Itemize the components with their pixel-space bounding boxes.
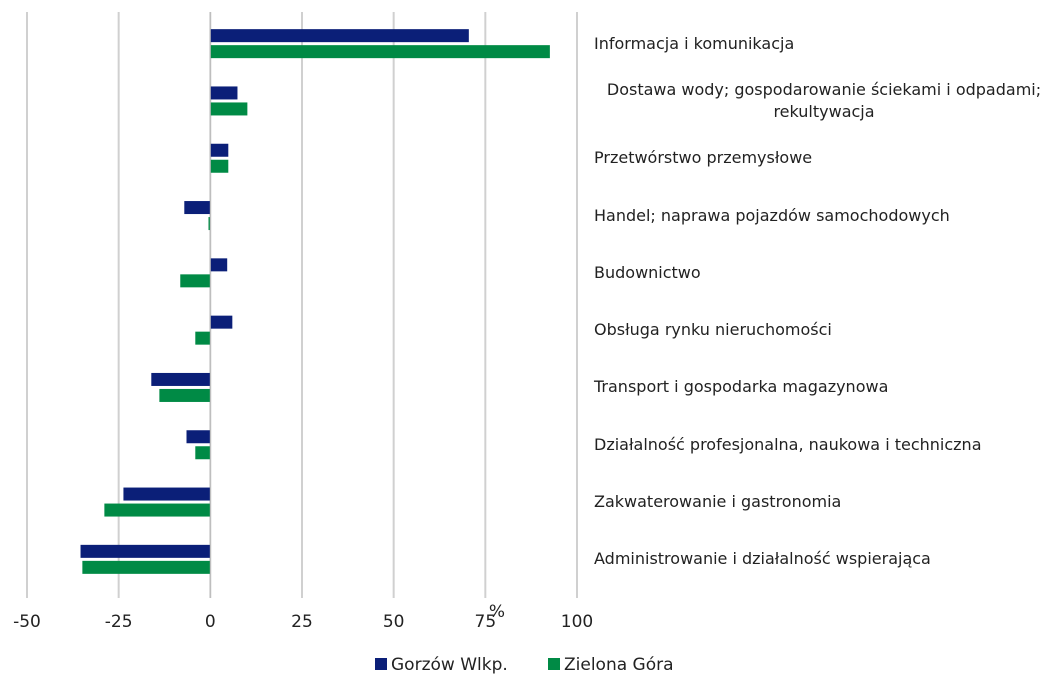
x-tick-label: 25 xyxy=(291,612,313,632)
category-label: Dostawa wody; gospodarowanie ściekami i … xyxy=(606,79,1042,121)
bar xyxy=(210,102,248,116)
bar xyxy=(123,487,211,501)
x-tick-label: 75 xyxy=(475,612,497,632)
x-tick-label: 50 xyxy=(383,612,405,632)
x-tick-label: 0 xyxy=(205,612,216,632)
bar xyxy=(184,201,211,215)
x-tick-label: 100 xyxy=(561,612,593,632)
category-label: Obsługa rynku nieruchomości xyxy=(594,320,832,340)
x-tick-label: -25 xyxy=(105,612,133,632)
x-tick-label: -50 xyxy=(13,612,41,632)
bar xyxy=(210,258,228,272)
legend-label: Gorzów Wlkp. xyxy=(391,655,508,674)
legend-swatch xyxy=(375,658,387,670)
bar xyxy=(210,159,229,173)
category-label: Zakwaterowanie i gastronomia xyxy=(594,492,842,512)
category-label: Działalność profesjonalna, naukowa i tec… xyxy=(594,434,982,454)
bar xyxy=(151,372,211,386)
bar xyxy=(210,315,233,329)
bar xyxy=(104,503,211,517)
legend-label: Zielona Góra xyxy=(564,655,674,674)
category-label: Transport i gospodarka magazynowa xyxy=(594,377,889,397)
bar xyxy=(159,388,211,402)
bar xyxy=(82,560,211,574)
bar xyxy=(186,430,211,444)
category-label: Handel; naprawa pojazdów samochodowych xyxy=(594,205,950,225)
axis-label: % xyxy=(489,602,505,622)
bar xyxy=(210,45,550,59)
bar xyxy=(208,217,211,231)
bar xyxy=(80,544,211,558)
bar xyxy=(210,143,229,157)
category-label: Przetwórstwo przemysłowe xyxy=(594,148,813,168)
legend-swatch xyxy=(548,658,560,670)
bar xyxy=(180,274,211,288)
bar xyxy=(195,446,211,460)
bar xyxy=(210,29,469,43)
category-label: Administrowanie i działalność wspierając… xyxy=(594,549,931,569)
category-label: Informacja i komunikacja xyxy=(594,33,795,53)
bar xyxy=(195,331,211,345)
bar xyxy=(210,86,238,100)
category-label: Budownictwo xyxy=(594,262,701,282)
